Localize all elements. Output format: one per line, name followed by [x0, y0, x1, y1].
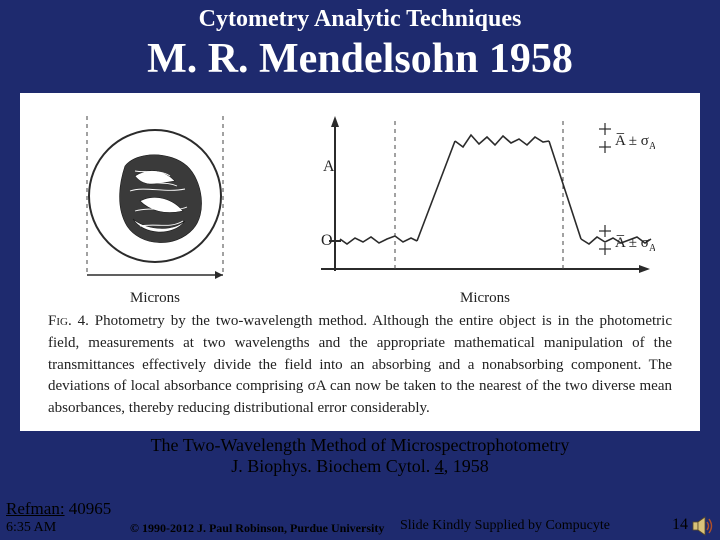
- slide-number: 14: [672, 516, 688, 534]
- svg-text:A: A: [649, 141, 655, 152]
- slide-subtitle: Cytometry Analytic Techniques: [0, 6, 720, 33]
- cell-diagram: Microns: [55, 111, 255, 307]
- annot-top: A̅ ± σ A: [599, 123, 655, 153]
- cell-svg: [65, 111, 245, 281]
- figure-panel: Microns A O: [20, 93, 700, 431]
- svg-text:A̅ ± σ: A̅ ± σ: [615, 235, 649, 251]
- slide-title: M. R. Mendelsohn 1958: [0, 35, 720, 83]
- copyright: © 1990-2012 J. Paul Robinson, Purdue Uni…: [130, 521, 384, 536]
- trace-diagram: A O A̅ ± σ A: [305, 111, 665, 307]
- left-axis-label: Microns: [55, 290, 255, 307]
- citation: The Two-Wavelength Method of Microspectr…: [0, 435, 720, 477]
- supplied-by: Slide Kindly Supplied by Compucyte: [400, 518, 610, 534]
- refman: Refman: 40965: [6, 499, 111, 519]
- citation-journal: J. Biophys. Biochem Cytol. 4, 1958: [0, 456, 720, 477]
- y-label-a: A: [323, 158, 335, 175]
- svg-text:A̅ ± σ: A̅ ± σ: [615, 133, 649, 149]
- footer-left: Refman: 40965 6:35 AM: [6, 499, 111, 536]
- figure-caption: Fig. 4. Photometry by the two-wavelength…: [20, 303, 700, 430]
- svg-text:A: A: [649, 243, 655, 254]
- right-axis-label: Microns: [305, 290, 665, 307]
- timestamp: 6:35 AM: [6, 520, 111, 536]
- trace-svg: A O A̅ ± σ A: [315, 111, 655, 281]
- speaker-icon: [692, 516, 716, 536]
- citation-title: The Two-Wavelength Method of Microspectr…: [0, 435, 720, 456]
